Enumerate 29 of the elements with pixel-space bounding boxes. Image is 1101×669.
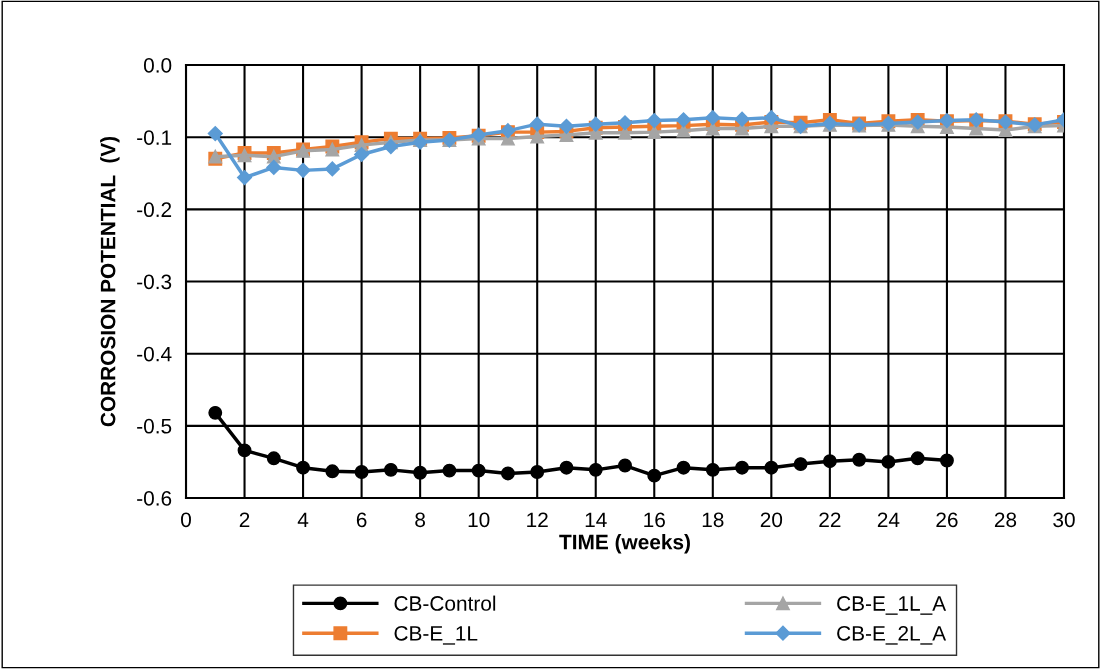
x-tick-label: 8 <box>415 512 426 528</box>
y-tick-label: -0.5 <box>137 418 172 434</box>
legend-label: CB-E_1L <box>394 625 478 645</box>
x-tick-label: 0 <box>181 512 191 528</box>
x-tick-label: 24 <box>877 512 900 527</box>
y-tick-label: -0.3 <box>137 274 172 290</box>
y-tick-label: -0.4 <box>137 346 172 362</box>
x-tick-label: 10 <box>468 512 490 528</box>
y-axis-title: CORROSION POTENTIAL (V) <box>100 136 120 427</box>
y-tick-label: -0.1 <box>137 130 172 145</box>
x-tick-label: 26 <box>936 512 958 528</box>
y-tick-label: 0.0 <box>143 58 172 73</box>
x-axis-title: TIME (weeks) <box>559 534 690 554</box>
legend-label: CB-E_2L_A <box>837 625 947 645</box>
x-tick-label: 28 <box>994 512 1017 528</box>
x-tick-label: 18 <box>702 512 724 528</box>
x-tick-label: 2 <box>239 512 250 527</box>
y-tick-label: -0.2 <box>137 202 172 218</box>
x-tick-label: 14 <box>585 512 607 527</box>
y-tick-label: -0.6 <box>137 491 172 506</box>
x-tick-label: 4 <box>297 512 309 527</box>
x-tick-label: 12 <box>527 512 548 527</box>
x-tick-label: 22 <box>819 512 841 527</box>
legend-label: CB-E_1L_A <box>837 596 947 615</box>
x-tick-label: 30 <box>1053 512 1075 528</box>
x-tick-label: 20 <box>760 512 783 528</box>
x-tick-label: 16 <box>644 512 665 528</box>
legend-label: CB-Control <box>394 595 496 611</box>
x-tick-label: 6 <box>356 512 367 528</box>
